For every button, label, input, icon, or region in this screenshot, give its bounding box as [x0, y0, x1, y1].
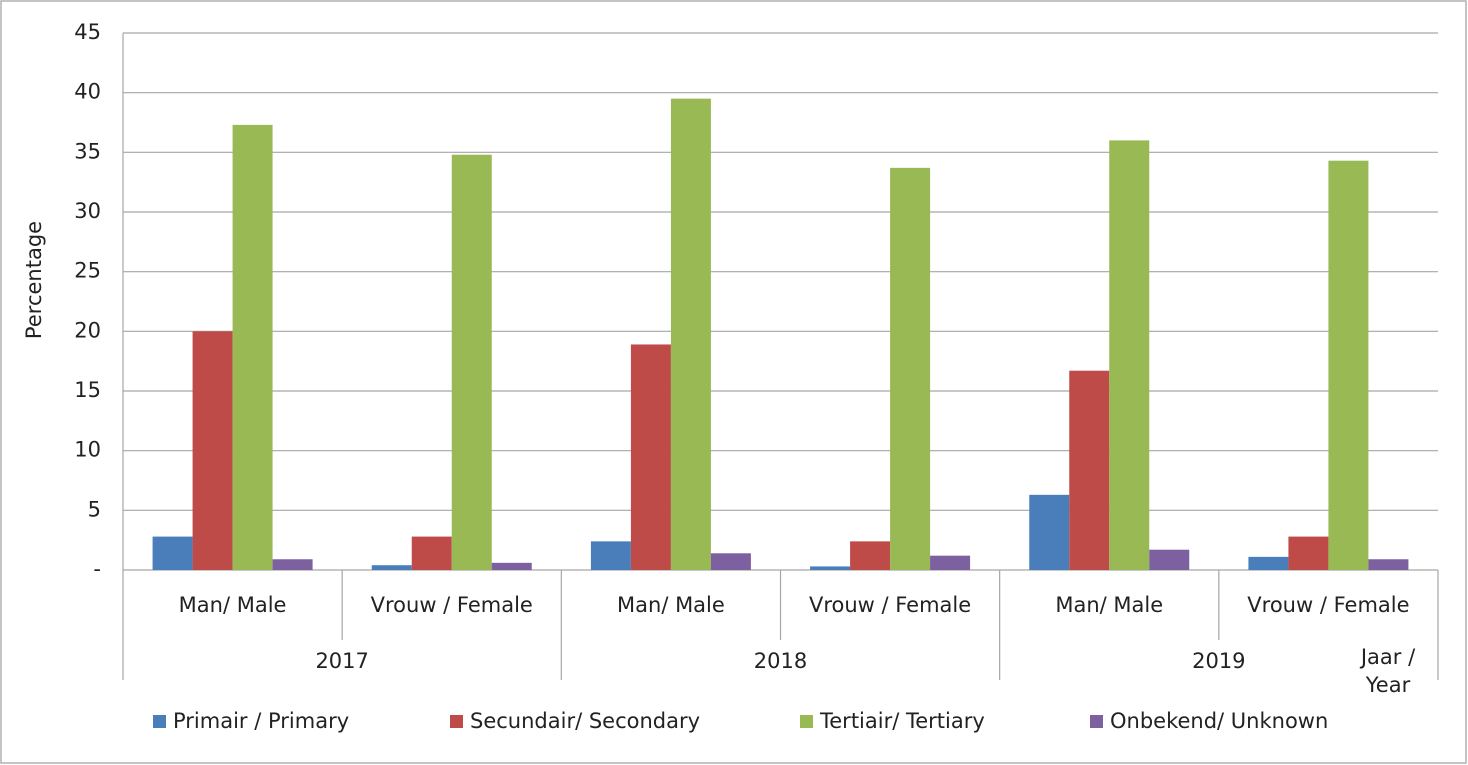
bar — [411, 536, 452, 570]
legend-swatch — [800, 715, 813, 728]
y-tick-label: 20 — [74, 318, 101, 342]
bar — [1069, 370, 1110, 570]
x-tick-label: Vrouw / Female — [371, 593, 533, 617]
bar — [1288, 536, 1329, 570]
y-tick-label: 35 — [74, 139, 101, 163]
group-label: 2019 — [1192, 649, 1245, 673]
x-tick-label: Vrouw / Female — [809, 593, 971, 617]
legend-swatch — [450, 715, 463, 728]
legend-label: Primair / Primary — [173, 709, 349, 733]
y-tick-label: 30 — [74, 199, 101, 223]
legend-swatch — [153, 715, 166, 728]
legend-swatch — [1090, 715, 1103, 728]
bar — [710, 553, 751, 570]
bar — [930, 555, 971, 570]
y-axis-label: Percentage — [22, 221, 46, 339]
bar — [1029, 494, 1070, 570]
bar — [272, 559, 313, 570]
bar — [850, 541, 891, 570]
group-label: 2017 — [315, 649, 368, 673]
bar — [810, 566, 851, 570]
bar — [1149, 549, 1190, 570]
bar — [1368, 559, 1409, 570]
x-axis-label: Year — [1365, 673, 1411, 697]
bar — [590, 541, 631, 570]
y-tick-label: 10 — [74, 438, 101, 462]
bar — [630, 344, 671, 570]
legend-label: Tertiair/ Tertiary — [819, 709, 985, 733]
bar — [232, 124, 273, 571]
legend-label: Onbekend/ Unknown — [1110, 709, 1328, 733]
y-tick-label: 40 — [74, 80, 101, 104]
bar — [491, 562, 532, 570]
y-tick-label: 5 — [88, 497, 101, 521]
group-label: 2018 — [754, 649, 807, 673]
x-tick-label: Man/ Male — [179, 593, 287, 617]
bar — [1328, 160, 1369, 571]
y-tick-label: - — [93, 557, 101, 581]
bar — [371, 565, 412, 570]
x-tick-label: Vrouw / Female — [1247, 593, 1409, 617]
bar — [451, 154, 492, 570]
y-tick-label: 25 — [74, 259, 101, 283]
bar — [890, 167, 931, 570]
x-tick-label: Man/ Male — [1055, 593, 1163, 617]
y-tick-label: 45 — [74, 20, 101, 44]
bar — [152, 536, 193, 570]
x-tick-label: Man/ Male — [617, 593, 725, 617]
bar — [1109, 140, 1150, 570]
bar — [192, 331, 233, 570]
legend-label: Secundair/ Secondary — [470, 709, 700, 733]
x-axis-label: Jaar / — [1359, 645, 1416, 669]
bar — [1248, 556, 1289, 570]
y-tick-label: 15 — [74, 378, 101, 402]
bar — [670, 98, 711, 570]
